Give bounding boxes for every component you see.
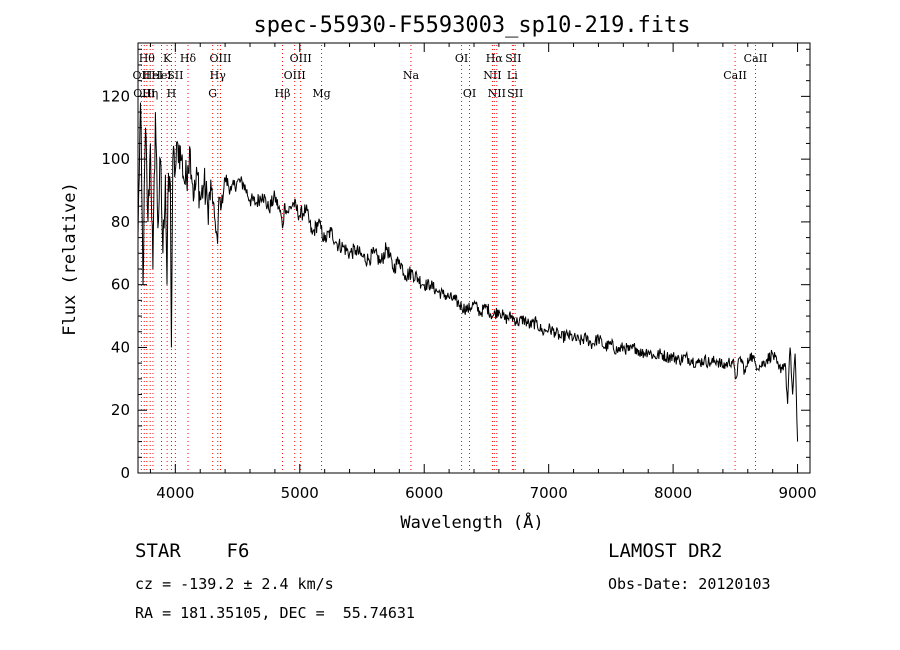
line-label: OIII: [284, 69, 306, 82]
line-label: OIII: [290, 52, 312, 65]
survey-name: LAMOST DR2: [608, 540, 723, 562]
plot-frame: [137, 42, 811, 474]
line-label: Mg: [312, 87, 330, 100]
line-label: HeI: [151, 69, 171, 82]
line-label: Na: [403, 69, 420, 82]
line-label: OI: [463, 87, 476, 100]
line-label: HeI: [143, 69, 163, 82]
line-label: NII: [483, 69, 501, 82]
object-class: STAR F6: [135, 540, 250, 562]
line-label: K: [163, 52, 172, 65]
y-tick-label: 0: [120, 464, 130, 482]
line-label: Li: [507, 69, 518, 82]
x-axis-label: Wavelength (Å): [400, 511, 543, 533]
line-label: CaII: [723, 69, 747, 82]
emission-line-markers: [140, 45, 756, 473]
line-label: OIII: [209, 52, 231, 65]
x-tick-label: 8000: [654, 484, 692, 502]
y-axis: 0 20 40 60 80 100 120: [101, 48, 810, 482]
line-label: Hδ: [180, 52, 197, 65]
redshift-value: cz = -139.2 ± 2.4 km/s: [135, 575, 334, 593]
line-label: OI: [455, 52, 468, 65]
line-label: OII: [133, 69, 151, 82]
y-tick-label: 40: [111, 338, 130, 356]
x-tick-label: 5000: [281, 484, 319, 502]
line-label: SII: [505, 52, 521, 65]
y-tick-label: 100: [101, 150, 130, 168]
spectrum-line: [137, 102, 799, 442]
line-label: Hη: [142, 87, 158, 100]
sky-coordinates: RA = 181.35105, DEC = 55.74631: [135, 604, 415, 622]
emission-line-labels: OIIOIIIHθHηHeIHeIKHSIIHδGHγOIIIHβOIIIOII…: [133, 52, 768, 100]
line-label: Hγ: [210, 69, 227, 82]
x-tick-label: 4000: [156, 484, 194, 502]
line-label: Hθ: [139, 52, 156, 65]
y-tick-label: 20: [111, 401, 130, 419]
line-label: Hα: [486, 52, 504, 65]
line-label: SII: [167, 69, 183, 82]
line-label: SII: [507, 87, 523, 100]
line-label: Hβ: [275, 87, 291, 100]
observation-date: Obs-Date: 20120103: [608, 575, 771, 593]
x-tick-label: 9000: [778, 484, 816, 502]
y-axis-label: Flux (relative): [60, 182, 80, 336]
x-tick-label: 6000: [405, 484, 443, 502]
y-tick-label: 80: [111, 213, 130, 231]
line-label: CaII: [744, 52, 768, 65]
y-tick-label: 60: [111, 276, 130, 294]
x-tick-label: 7000: [530, 484, 568, 502]
line-label: NII: [488, 87, 506, 100]
chart-title: spec-55930-F5593003_sp10-219.fits: [253, 13, 690, 38]
y-tick-label: 120: [101, 87, 130, 105]
line-label: H: [167, 87, 177, 100]
spectrum-series: [137, 102, 799, 442]
line-label: G: [208, 87, 217, 100]
x-axis: 4000 5000 6000 7000 8000 9000: [149, 43, 817, 502]
